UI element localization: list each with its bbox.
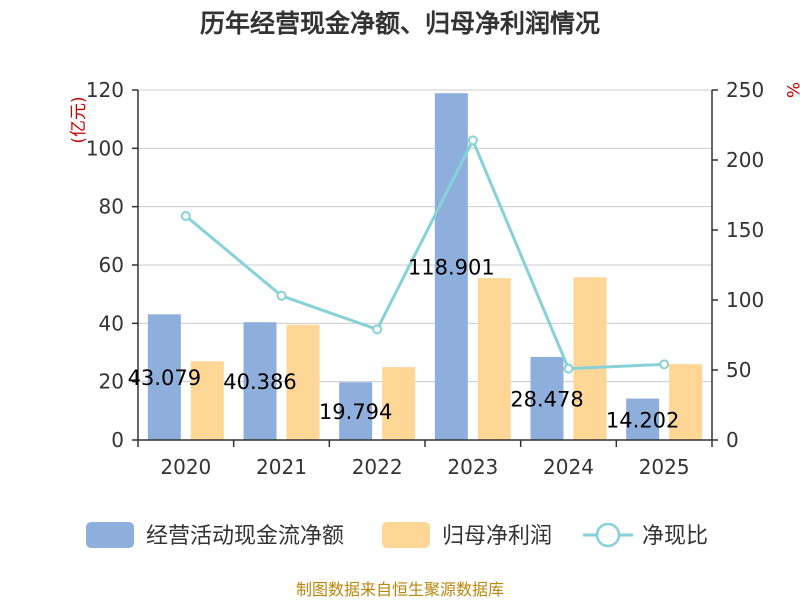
legend-swatch bbox=[382, 522, 430, 548]
left-tick-label: 100 bbox=[86, 136, 124, 160]
bar[interactable] bbox=[530, 356, 564, 440]
right-tick-label: 0 bbox=[726, 428, 739, 452]
legend-item[interactable]: 经营活动现金流净额 bbox=[86, 522, 344, 549]
bar[interactable] bbox=[626, 398, 660, 440]
left-tick-label: 60 bbox=[99, 253, 124, 277]
axes: 0 20 40 60 80 100 120 0 50 100 150 200 250 (亿元)% 2020 2… bbox=[69, 78, 800, 479]
bars bbox=[147, 93, 703, 440]
left-tick-label: 0 bbox=[111, 428, 124, 452]
bar[interactable] bbox=[286, 324, 320, 440]
legend-label: 净现比 bbox=[642, 524, 708, 549]
x-tick-label: 2023 bbox=[447, 455, 498, 479]
left-tick-label: 20 bbox=[99, 370, 124, 394]
data-label: 118.901 bbox=[408, 256, 495, 280]
left-tick-label: 120 bbox=[86, 78, 124, 102]
data-labels: 43.079 40.386 19.794 118.901 28.478 14.202 bbox=[128, 256, 680, 433]
bar[interactable] bbox=[382, 367, 416, 440]
gridlines bbox=[138, 89, 712, 383]
legend-marker bbox=[595, 522, 621, 548]
x-tick-label: 2025 bbox=[639, 455, 690, 479]
x-tick-label: 2021 bbox=[256, 455, 307, 479]
data-label: 28.478 bbox=[510, 387, 583, 411]
line-point[interactable] bbox=[467, 135, 478, 146]
right-tick-label: 50 bbox=[726, 358, 751, 382]
right-tick-label: 200 bbox=[726, 148, 764, 172]
data-label: 43.079 bbox=[128, 366, 201, 390]
legend-label: 归母净利润 bbox=[442, 524, 552, 549]
bar[interactable] bbox=[477, 278, 511, 440]
left-tick-label: 40 bbox=[99, 311, 124, 335]
x-tick-label: 2024 bbox=[543, 455, 594, 479]
line-point[interactable] bbox=[372, 324, 383, 335]
legend-label: 经营活动现金流净额 bbox=[146, 524, 344, 549]
bar[interactable] bbox=[669, 364, 703, 440]
legend-item[interactable]: 归母净利润 bbox=[382, 522, 552, 549]
ratio-line-layer bbox=[180, 135, 670, 374]
legend-item[interactable]: 净现比 bbox=[583, 522, 708, 549]
right-axis-unit: % bbox=[782, 82, 800, 98]
legend[interactable]: 经营活动现金流净额 归母净利润 净现比 bbox=[86, 522, 708, 549]
x-tick-label: 2022 bbox=[352, 455, 403, 479]
bar[interactable] bbox=[339, 382, 373, 440]
source-note: 制图数据来自恒生聚源数据库 bbox=[296, 580, 504, 599]
line-point[interactable] bbox=[659, 359, 670, 370]
right-tick-label: 250 bbox=[726, 78, 764, 102]
data-label: 40.386 bbox=[223, 370, 296, 394]
ratio-line bbox=[184, 136, 665, 371]
chart-title: 历年经营现金净额、归母净利润情况 bbox=[200, 9, 600, 38]
legend-swatch bbox=[86, 522, 134, 548]
right-tick-label: 100 bbox=[726, 288, 764, 312]
left-tick-label: 80 bbox=[99, 195, 124, 219]
bar[interactable] bbox=[190, 361, 224, 440]
bar[interactable] bbox=[434, 93, 468, 440]
bar[interactable] bbox=[573, 277, 607, 440]
data-label: 14.202 bbox=[606, 408, 679, 432]
line-point[interactable] bbox=[180, 211, 191, 221]
line-point[interactable] bbox=[563, 363, 574, 374]
x-tick-label: 2020 bbox=[160, 455, 211, 479]
bar[interactable] bbox=[147, 314, 181, 440]
data-label: 19.794 bbox=[319, 400, 392, 424]
bar[interactable] bbox=[243, 322, 277, 440]
right-tick-label: 150 bbox=[726, 218, 764, 242]
line-point[interactable] bbox=[276, 290, 287, 301]
left-axis-unit: (亿元) bbox=[69, 96, 89, 143]
